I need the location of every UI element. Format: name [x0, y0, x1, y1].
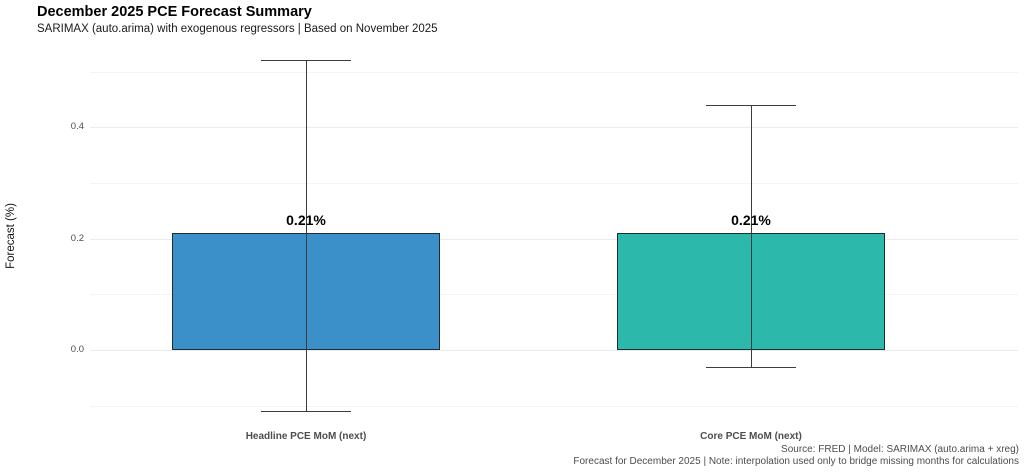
gridline-minor	[90, 406, 1018, 407]
y-tick-label: 0.0	[70, 344, 84, 355]
errorbar-lower-cap	[261, 411, 351, 412]
gridline-major	[90, 239, 1018, 240]
gridline-minor	[90, 72, 1018, 73]
bar-value-label: 0.21%	[286, 212, 326, 228]
gridline-major	[90, 350, 1018, 351]
chart-title: December 2025 PCE Forecast Summary	[37, 4, 312, 20]
gridline-major	[90, 127, 1018, 128]
caption-source-line: Source: FRED | Model: SARIMAX (auto.arim…	[781, 444, 1019, 455]
errorbar-upper-cap	[261, 60, 351, 61]
errorbar-vertical-line	[306, 60, 307, 411]
errorbar-vertical-line	[751, 105, 752, 367]
gridline-minor	[90, 294, 1018, 295]
errorbar-lower-cap	[706, 367, 796, 368]
x-axis-category-label: Headline PCE MoM (next)	[245, 431, 367, 442]
chart-subtitle: SARIMAX (auto.arima) with exogenous regr…	[37, 23, 438, 35]
errorbar-upper-cap	[706, 105, 796, 106]
y-tick-label: 0.2	[70, 233, 84, 244]
y-tick-label: 0.4	[70, 121, 84, 132]
gridline-minor	[90, 183, 1018, 184]
x-axis-category-label: Core PCE MoM (next)	[700, 431, 802, 442]
chart-caption: Source: FRED | Model: SARIMAX (auto.arim…	[573, 444, 1019, 468]
bar-value-label: 0.21%	[731, 212, 771, 228]
caption-note-line: Forecast for December 2025 | Note: inter…	[573, 456, 1019, 467]
